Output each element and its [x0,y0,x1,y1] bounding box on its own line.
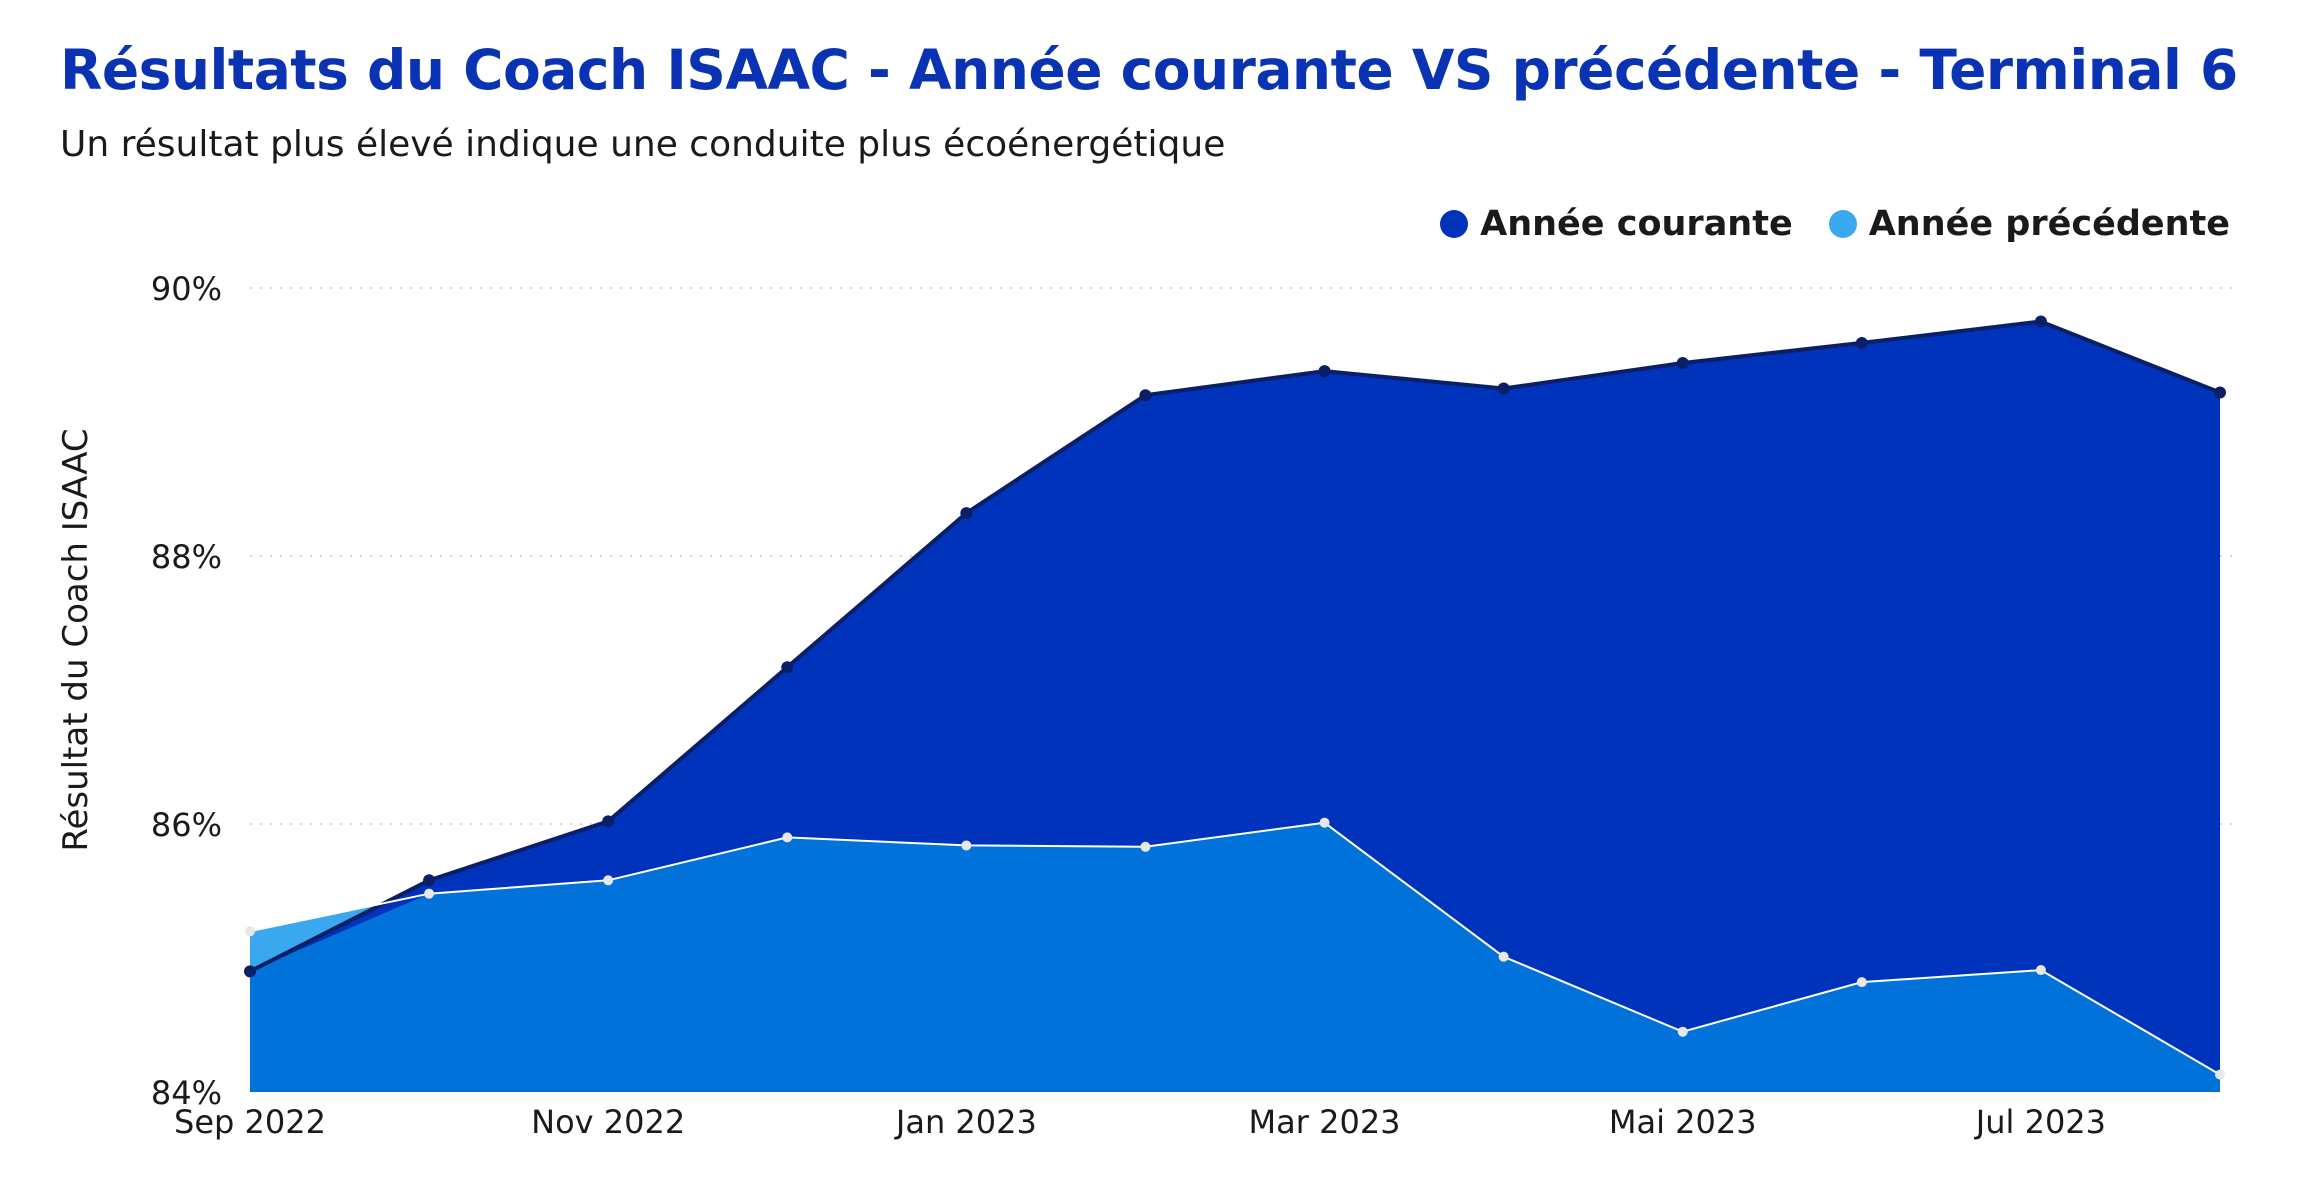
line-current [249,319,2221,974]
point-previous [1140,841,1151,852]
point-previous [1677,1026,1688,1037]
y-tick-label: 90% [151,270,222,308]
chart-legend: Année courante Année précédente [1404,204,2230,244]
chart-subtitle: Un résultat plus élevé indique une condu… [60,124,1226,165]
point-previous [1498,951,1509,962]
x-tick-label: Jan 2023 [894,1103,1037,1141]
point-previous [2215,1069,2225,1080]
y-tick-label: 84% [151,1074,222,1112]
point-previous [245,926,255,937]
legend-label-current: Année courante [1480,204,1793,244]
point-current [1139,389,1152,402]
x-tick-label: Nov 2022 [531,1103,685,1141]
point-previous [1856,977,1867,988]
point-previous [603,875,614,886]
point-current [423,874,436,887]
point-current [2214,386,2226,399]
legend-item-previous[interactable]: Année précédente [1828,204,2230,244]
line-previous [249,821,2221,1076]
point-previous [782,832,793,843]
point-previous [961,840,972,851]
legend-dot-current [1440,210,1469,238]
y-tick-label: 86% [151,806,222,844]
area-overlap [250,822,2220,1092]
point-current [960,507,973,520]
y-tick-label: 88% [151,538,222,576]
point-previous [1319,817,1330,828]
point-current [1676,357,1689,370]
legend-dot-previous [1828,210,1857,238]
legend-item-current[interactable]: Année courante [1440,204,1793,244]
point-current [602,815,615,828]
point-previous [2035,965,2046,976]
x-tick-label: Sep 2022 [174,1103,326,1141]
x-tick-label: Jul 2023 [1974,1103,2106,1141]
legend-label-previous: Année précédente [1868,204,2230,244]
point-current [1318,365,1331,378]
point-current [1497,382,1510,395]
point-current [244,965,256,978]
x-tick-label: Mar 2023 [1249,1103,1401,1141]
chart-title: Résultats du Coach ISAAC - Année courant… [60,38,2238,102]
point-previous [424,888,435,899]
x-tick-label: Mai 2023 [1609,1103,1757,1141]
point-current [2034,315,2047,328]
point-current [1855,336,1868,349]
point-current [781,661,794,674]
